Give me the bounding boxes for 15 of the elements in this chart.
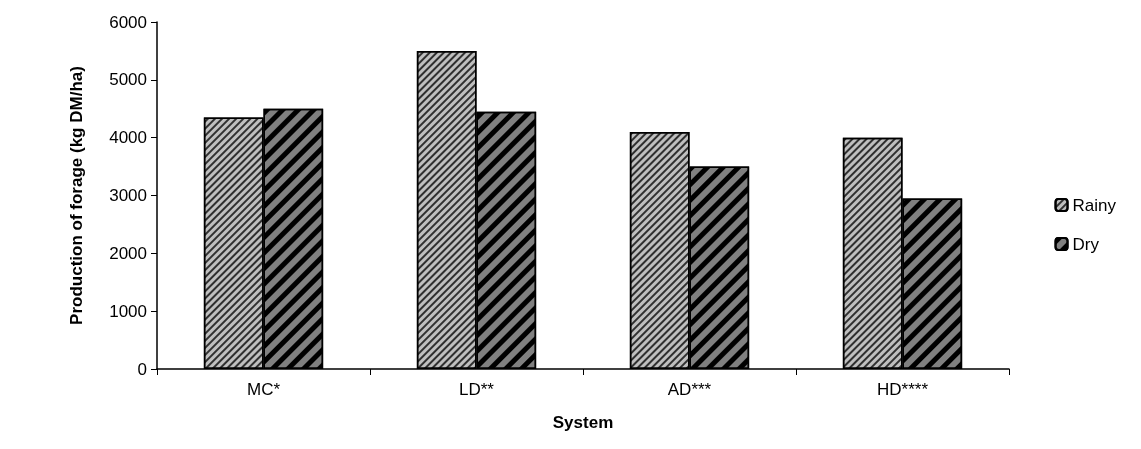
y-tick-label: 3000 — [109, 186, 147, 205]
legend-label: Rainy — [1072, 195, 1117, 215]
x-axis-title: System — [552, 413, 614, 432]
y-axis-title: Production of forage (kg DM/ha) — [66, 66, 86, 325]
y-tick-label: 4000 — [109, 128, 147, 148]
y-tick-label: 6000 — [109, 12, 147, 32]
y-tick-label: 1000 — [109, 301, 147, 321]
y-tick-label: 2000 — [109, 243, 147, 263]
x-tick-label: HD**** — [876, 380, 929, 399]
x-tick-label: MC* — [246, 380, 281, 399]
y-tick-label: 0 — [137, 359, 147, 379]
x-tick-label: LD** — [459, 380, 495, 399]
y-tick-label: 5000 — [109, 70, 147, 90]
legend-label: Dry — [1072, 234, 1100, 254]
x-tick-label: AD*** — [667, 380, 712, 399]
